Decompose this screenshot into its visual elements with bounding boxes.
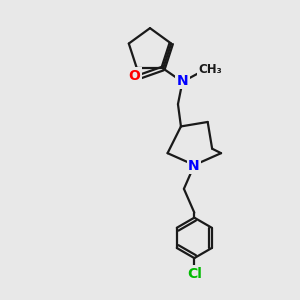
Text: Cl: Cl <box>187 266 202 280</box>
Text: N: N <box>188 159 200 173</box>
Text: O: O <box>128 69 140 83</box>
Text: N: N <box>177 74 188 88</box>
Text: CH₃: CH₃ <box>198 64 222 76</box>
